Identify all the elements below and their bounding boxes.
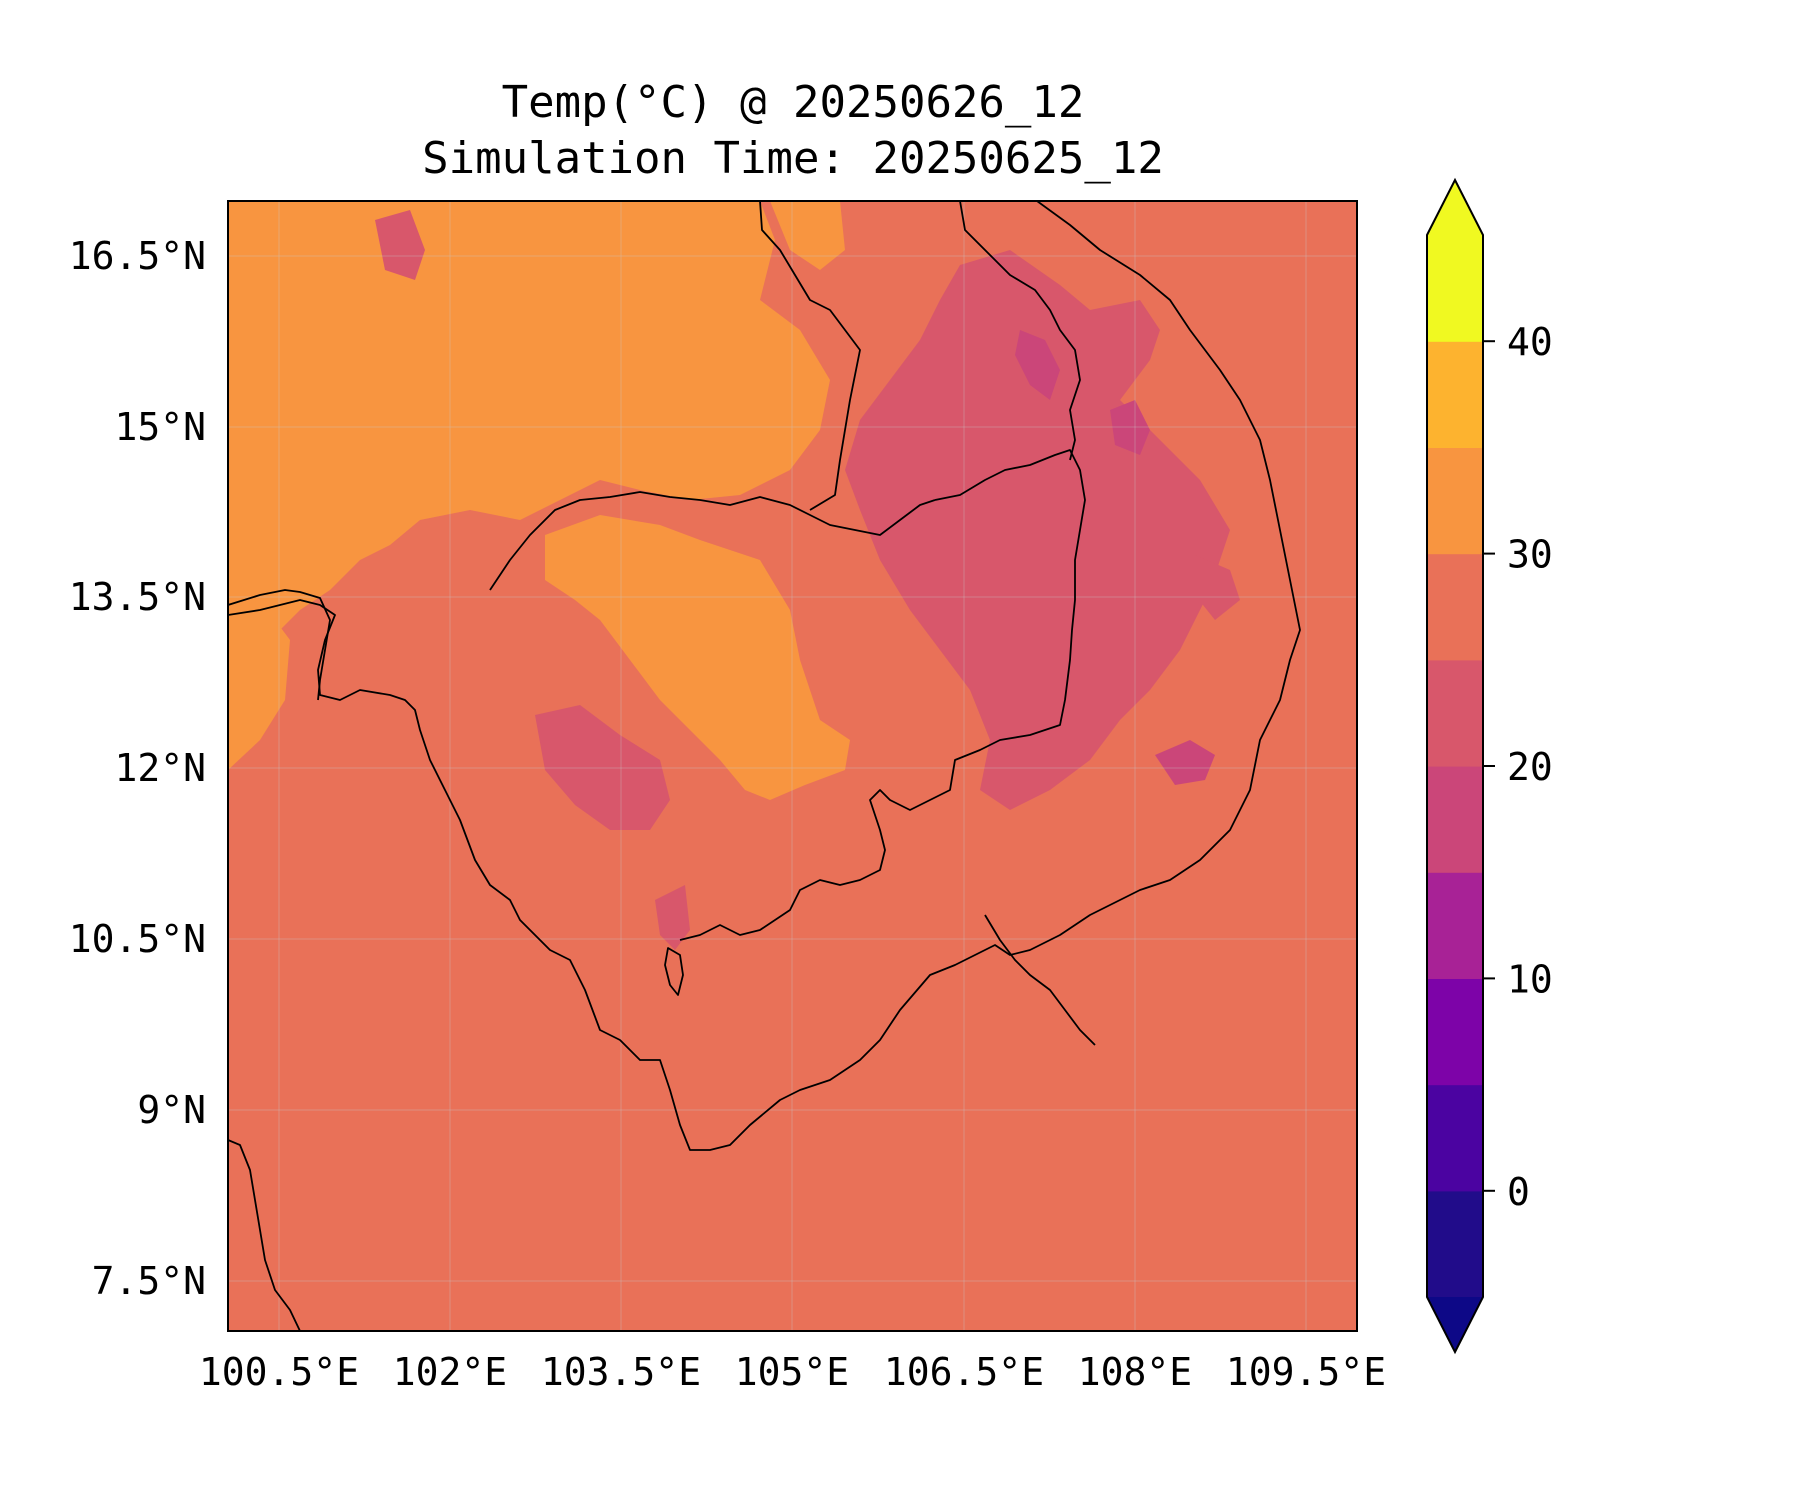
x-tick-label: 108°E (1078, 1350, 1192, 1394)
y-tick-label: 10.5°N (69, 917, 206, 961)
x-tick-label: 109.5°E (1226, 1350, 1386, 1394)
temp-band-30-35-thailand (228, 201, 830, 760)
colorbar-segment (1427, 978, 1483, 1086)
coastline-mekong-delta (984, 914, 1096, 1046)
colorbar-extend-max (1427, 180, 1483, 235)
coastline-indochina (228, 201, 1301, 1151)
colorbar-outline (1426, 177, 1484, 1355)
coastline-malay-peninsula (228, 1139, 301, 1331)
border-cambodia-vietnam (679, 449, 1086, 941)
colorbar-tick-label: 40 (1507, 320, 1553, 364)
colorbar-segment (1427, 1084, 1483, 1192)
temp-band-15-20-core-south (1155, 740, 1215, 785)
x-tick-label: 102°E (393, 1350, 507, 1394)
temperature-field (228, 201, 1357, 1331)
x-tick-label: 100.5°E (199, 1350, 359, 1394)
y-tick-label: 12°N (114, 746, 206, 790)
y-tick-label: 9°N (137, 1088, 206, 1132)
chart-title-line2: Simulation Time: 20250625_12 (422, 133, 1164, 184)
coastlines-borders (228, 201, 1301, 1331)
colorbar-segment (1427, 447, 1483, 555)
temp-band-30-35-west (228, 600, 290, 770)
colorbar-tick-label: 30 (1507, 533, 1553, 577)
coastline-phu-quoc-island (664, 947, 684, 996)
colorbar-tick-label: 10 (1507, 957, 1553, 1001)
colorbar-segment (1427, 553, 1483, 661)
colorbar-segment (1427, 659, 1483, 767)
chart-title-line1: Temp(°C) @ 20250626_12 (502, 77, 1085, 128)
temp-band-30-35-tonle-sap (545, 515, 850, 800)
temp-band-20-25-patch-a (655, 885, 690, 950)
y-tick-label: 13.5°N (69, 575, 206, 619)
gridlines (228, 201, 1357, 1331)
y-tick-labels: 16.5°N 15°N 13.5°N 12°N 10.5°N 9°N 7.5°N (69, 234, 206, 1303)
y-tick-label: 15°N (114, 405, 206, 449)
temp-band-20-25-annamite (845, 250, 1230, 810)
map-panel: 100.5°E 102°E 103.5°E 105°E 106.5°E 108°… (69, 200, 1386, 1394)
y-tick-label: 7.5°N (92, 1259, 206, 1303)
x-tick-label: 103.5°E (541, 1350, 701, 1394)
colorbar-segment (1427, 341, 1483, 448)
x-tick-label: 106.5°E (884, 1350, 1044, 1394)
temp-band-30-35-northeast (770, 201, 845, 270)
colorbar-segment (1427, 235, 1483, 342)
x-tick-labels: 100.5°E 102°E 103.5°E 105°E 106.5°E 108°… (199, 1350, 1386, 1394)
border-thailand-laos (759, 201, 861, 511)
temp-band-20-25-patch-c (1195, 555, 1240, 620)
temp-band-20-25-patch-b (375, 210, 425, 280)
border-laos-vietnam (959, 201, 1081, 461)
y-tick-label: 16.5°N (69, 234, 206, 278)
colorbar: 0 10 20 30 40 (1426, 177, 1553, 1355)
colorbar-segment (1427, 766, 1483, 873)
map-frame (227, 200, 1358, 1332)
temp-band-15-20-core-central (1110, 400, 1150, 455)
temp-band-15-20-core-north (1015, 330, 1060, 400)
border-thailand-cambodia (489, 491, 936, 591)
border-thailand-myanmar (228, 589, 331, 701)
colorbar-segment (1427, 1190, 1483, 1298)
colorbar-extend-min (1427, 1297, 1483, 1352)
x-tick-label: 105°E (735, 1350, 849, 1394)
colorbar-segment (1427, 872, 1483, 979)
colorbar-tick-label: 0 (1507, 1170, 1530, 1214)
temp-band-20-25-cardamom (535, 705, 670, 830)
colorbar-tick-label: 20 (1507, 745, 1553, 789)
